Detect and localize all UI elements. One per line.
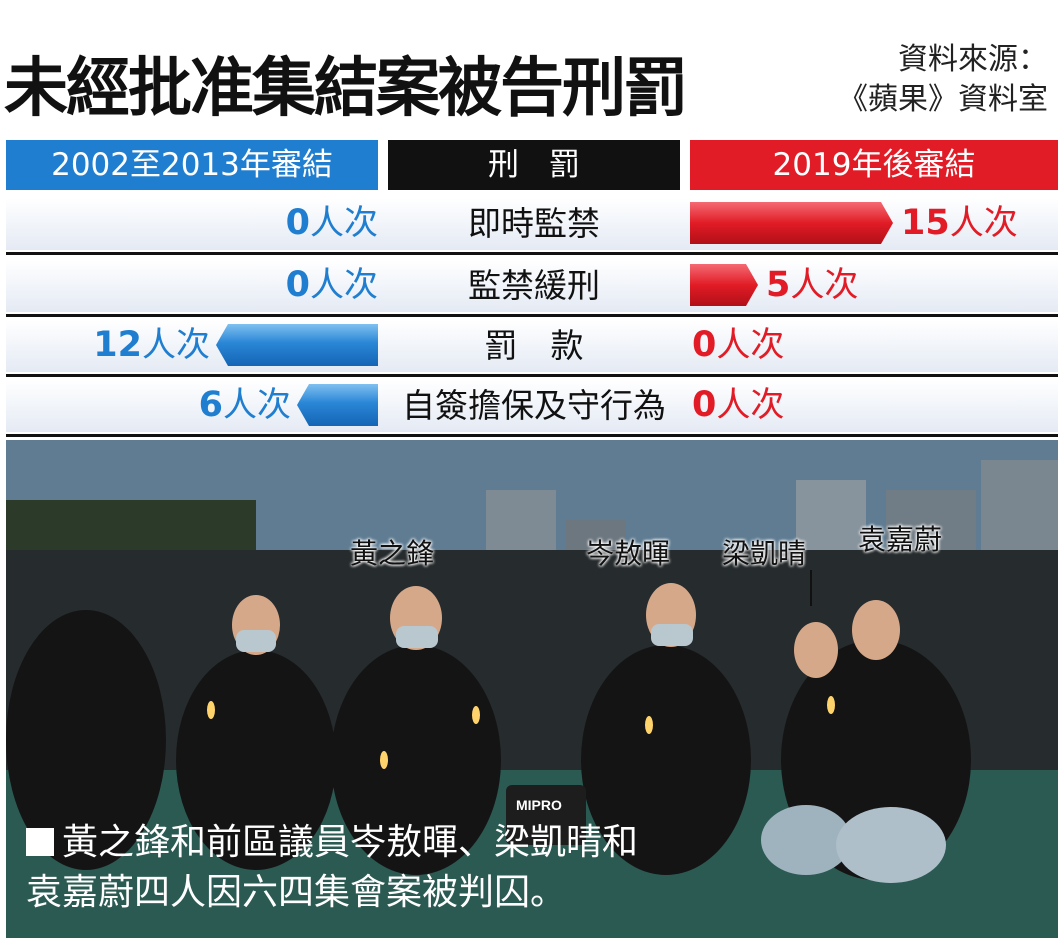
bar-2019 [690, 264, 758, 306]
name-tag-4: 袁嘉蔚 [858, 523, 943, 556]
chart-area: 即時監禁 0人次 15人次 監禁緩刑 0人次 5人次罰 款 12人次 0人次 自簽擔保及守行為 6… [0, 0, 1062, 486]
category-label: 監禁緩刑 [468, 266, 600, 305]
row-divider [6, 374, 1058, 377]
category-label: 即時監禁 [468, 204, 600, 243]
category-label: 自簽擔保及守行為 [402, 386, 666, 425]
value-label-2002-2013: 0人次 [285, 203, 378, 243]
row-background [6, 380, 1058, 432]
category-label: 罰 款 [484, 326, 584, 365]
row-background [6, 320, 1058, 372]
name-tag-2: 岑敖暉 [586, 537, 671, 570]
row-divider [6, 252, 1058, 255]
news-photo: MIPRO 黃之鋒 岑敖暉 梁凱晴 袁嘉蔚 [6, 440, 1058, 938]
source-label: 資料來源： [898, 42, 1048, 77]
page-title: 未經批准集結案被告刑罰 [4, 51, 688, 126]
row-background [6, 260, 1058, 312]
row-divider [6, 314, 1058, 317]
row-divider [6, 434, 1058, 437]
photo-caption: 黃之鋒和前區議員岑敖暉、梁凱晴和 袁嘉蔚四人因六四集會案被判囚。 [26, 818, 638, 918]
value-label-2002-2013: 6人次 [198, 385, 291, 425]
photo-scene: MIPRO [6, 440, 1058, 938]
value-label-2019: 5人次 [766, 265, 859, 305]
value-label-2002-2013: 12人次 [93, 325, 210, 365]
bar-2002-2013 [216, 324, 378, 366]
bar-2002-2013 [297, 384, 378, 426]
header-right: 2019年後審結 [690, 140, 1058, 190]
source-note: 資料來源： 《蘋果》資料室 [838, 40, 1048, 120]
name-tag-3: 梁凱晴 [722, 537, 807, 570]
mipro-sign: MIPRO [516, 797, 562, 813]
source-name: 《蘋果》資料室 [838, 82, 1048, 117]
name-tag-pointer [810, 570, 812, 606]
value-label-2002-2013: 0人次 [285, 265, 378, 305]
caption-bullet-icon [26, 828, 54, 856]
caption-line-2: 袁嘉蔚四人因六四集會案被判囚。 [26, 872, 567, 913]
caption-line-1: 黃之鋒和前區議員岑敖暉、梁凱晴和 [62, 822, 639, 863]
bar-2019 [690, 202, 893, 244]
value-label-2019: 0人次 [692, 325, 785, 365]
value-label-2019: 0人次 [692, 385, 785, 425]
header-left: 2002至2013年審結 [6, 140, 378, 190]
value-label-2019: 15人次 [901, 203, 1018, 243]
header-middle: 刑罰 [388, 140, 680, 190]
name-tag-1: 黃之鋒 [350, 537, 435, 570]
